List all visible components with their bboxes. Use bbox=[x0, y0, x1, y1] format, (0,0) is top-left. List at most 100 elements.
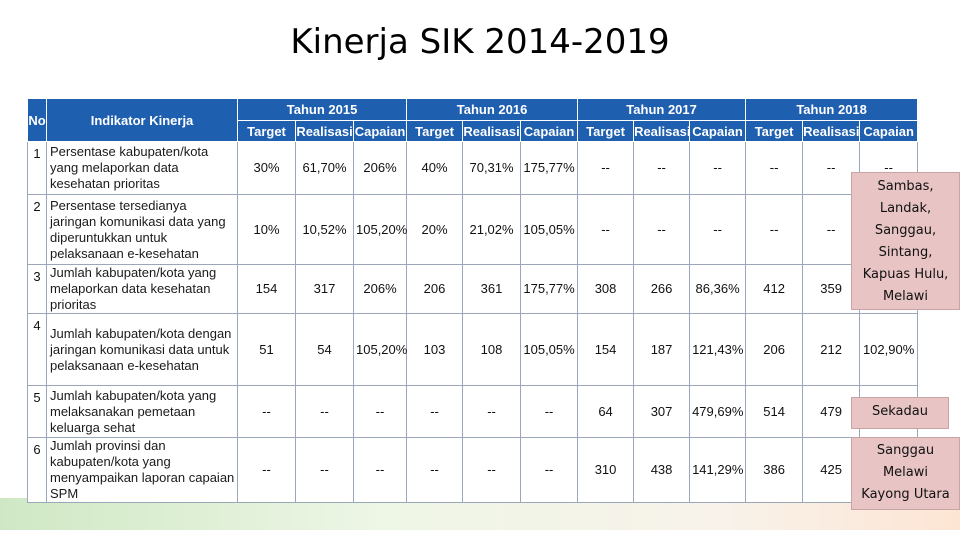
value-cell: 187 bbox=[633, 313, 691, 386]
value-cell: 386 bbox=[745, 437, 804, 503]
value-cell: 479,69% bbox=[689, 385, 747, 438]
value-cell: 103 bbox=[406, 313, 464, 386]
value-cell: 54 bbox=[295, 313, 354, 386]
value-cell: -- bbox=[352, 385, 408, 438]
value-cell: 154 bbox=[237, 264, 296, 314]
value-cell: -- bbox=[462, 385, 522, 438]
value-cell: 425 bbox=[802, 437, 861, 503]
value-cell: -- bbox=[237, 385, 296, 438]
value-cell: 64 bbox=[577, 385, 635, 438]
subheader-target: Target bbox=[406, 120, 464, 142]
subheader-target: Target bbox=[237, 120, 296, 142]
callout-line: Sambas, bbox=[877, 179, 934, 194]
value-cell: -- bbox=[406, 437, 464, 503]
table-row: 1 Persentase kabupaten/kota yang melapork… bbox=[27, 141, 919, 195]
subheader-realisasi: Realisasi bbox=[633, 120, 690, 142]
value-cell: -- bbox=[295, 385, 354, 438]
subheader-target: Target bbox=[745, 120, 804, 142]
value-cell: 514 bbox=[745, 385, 804, 438]
value-cell: -- bbox=[689, 194, 747, 265]
callout-line: Sanggau bbox=[876, 443, 935, 458]
value-cell: 438 bbox=[633, 437, 691, 503]
callout-line: Sintang, bbox=[878, 245, 933, 260]
value-cell: 30% bbox=[237, 141, 296, 195]
row-number: 2 bbox=[27, 194, 47, 265]
subheader-target: Target bbox=[577, 120, 635, 142]
header-year-2015: Tahun 2015 bbox=[236, 98, 408, 121]
value-cell: 105,20% bbox=[352, 194, 407, 265]
callout-line: Melawi bbox=[882, 289, 929, 304]
subheader-realisasi: Realisasi bbox=[802, 120, 861, 142]
value-cell: 102,90% bbox=[859, 313, 919, 386]
table-row: 5 Jumlah kabupaten/kota yang melaksanakan… bbox=[27, 385, 919, 438]
value-cell: 40% bbox=[406, 141, 464, 195]
indicator-cell: Jumlah kabupaten/kota yang melaporkan da… bbox=[46, 264, 238, 314]
table-row: 2 Persentase tersedianya jaringan komunik… bbox=[27, 194, 919, 265]
row-number: 1 bbox=[27, 141, 47, 195]
value-cell: 310 bbox=[577, 437, 635, 503]
row-number: 5 bbox=[27, 385, 47, 438]
indicator-cell: Persentase tersedianya jaringan komunika… bbox=[46, 194, 238, 265]
value-cell: 308 bbox=[577, 264, 635, 314]
value-cell: 206% bbox=[352, 264, 408, 314]
callout-line: Melawi bbox=[882, 465, 929, 480]
value-cell: -- bbox=[462, 437, 522, 503]
header-indicator: Indikator Kinerja bbox=[46, 98, 238, 142]
value-cell: 412 bbox=[745, 264, 804, 314]
callout-row-5: Sekadau bbox=[851, 397, 949, 429]
value-cell: -- bbox=[577, 141, 635, 195]
bottom-decorative-band bbox=[0, 498, 960, 530]
value-cell: 317 bbox=[295, 264, 354, 314]
table-row: 3 Jumlah kabupaten/kota yang melaporkan d… bbox=[27, 264, 919, 314]
value-cell: 61,70% bbox=[295, 141, 354, 195]
indicator-cell: Jumlah provinsi dan kabupaten/kota yang … bbox=[46, 437, 238, 503]
table-row: 4 Jumlah kabupaten/kota dengan jaringan k… bbox=[27, 313, 919, 386]
subheader-realisasi: Realisasi bbox=[462, 120, 522, 142]
callout-line: Landak, bbox=[879, 201, 932, 216]
table-row: 6 Jumlah provinsi dan kabupaten/kota yang… bbox=[27, 437, 919, 503]
value-cell: 86,36% bbox=[689, 264, 747, 314]
value-cell: -- bbox=[352, 437, 408, 503]
value-cell: 212 bbox=[802, 313, 861, 386]
value-cell: 21,02% bbox=[462, 194, 522, 265]
subheader-capaian: Capaian bbox=[859, 120, 919, 142]
value-cell: 141,29% bbox=[689, 437, 747, 503]
value-cell: 105,05% bbox=[520, 194, 579, 265]
subheader-capaian: Capaian bbox=[352, 120, 408, 142]
value-cell: 206 bbox=[406, 264, 464, 314]
header-year-2018: Tahun 2018 bbox=[745, 98, 919, 121]
table-body: 1 Persentase kabupaten/kota yang melapork… bbox=[27, 141, 919, 503]
callout-line: Kapuas Hulu, bbox=[862, 267, 949, 282]
value-cell: -- bbox=[520, 437, 579, 503]
subheader-capaian: Capaian bbox=[520, 120, 579, 142]
value-cell: -- bbox=[295, 437, 354, 503]
value-cell: 20% bbox=[406, 194, 464, 265]
value-cell: 70,31% bbox=[462, 141, 522, 195]
value-cell: 175,77% bbox=[520, 264, 579, 314]
value-cell: -- bbox=[633, 141, 691, 195]
value-cell: 108 bbox=[462, 313, 522, 386]
value-cell: -- bbox=[237, 437, 296, 503]
indicator-cell: Jumlah kabupaten/kota yang melaksanakan … bbox=[46, 385, 238, 438]
value-cell: 359 bbox=[802, 264, 861, 314]
value-cell: 105,05% bbox=[520, 313, 579, 386]
row-number: 6 bbox=[27, 437, 47, 503]
value-cell: -- bbox=[689, 141, 747, 195]
value-cell: -- bbox=[577, 194, 635, 265]
value-cell: 154 bbox=[577, 313, 635, 386]
row-number: 4 bbox=[27, 313, 47, 386]
subheader-realisasi: Realisasi bbox=[295, 120, 354, 142]
value-cell: 307 bbox=[633, 385, 691, 438]
value-cell: 479 bbox=[802, 385, 861, 438]
indicator-cell: Jumlah kabupaten/kota dengan jaringan ko… bbox=[46, 313, 238, 386]
value-cell: 175,77% bbox=[520, 141, 579, 195]
subheader-capaian: Capaian bbox=[689, 120, 747, 142]
callout-line: Kayong Utara bbox=[861, 487, 950, 502]
value-cell: 10% bbox=[237, 194, 296, 265]
row-number: 3 bbox=[27, 264, 47, 314]
callout-row-6: Sanggau Melawi Kayong Utara bbox=[851, 437, 960, 510]
value-cell: -- bbox=[520, 385, 579, 438]
value-cell: -- bbox=[745, 141, 804, 195]
header-year-2016: Tahun 2016 bbox=[406, 98, 579, 121]
value-cell: 10,52% bbox=[295, 194, 354, 265]
